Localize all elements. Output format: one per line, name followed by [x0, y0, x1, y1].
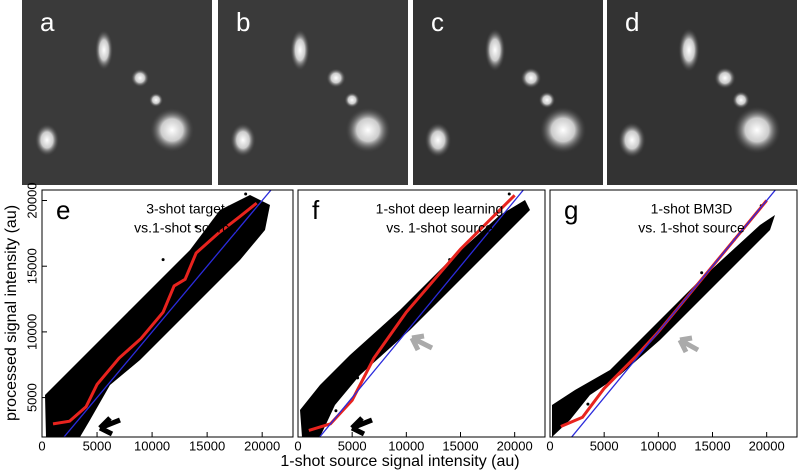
- plot-frame: [297, 189, 546, 438]
- x-tick-label: 0: [38, 438, 45, 453]
- point-cloud: [45, 195, 270, 437]
- arrow: [98, 416, 121, 437]
- plot: [308, 190, 525, 437]
- y-tick-label: 15000: [24, 248, 39, 284]
- image-panel: c: [413, 0, 603, 185]
- point: [700, 271, 704, 275]
- image-blob: [95, 30, 113, 70]
- x-tick-label: 0: [294, 438, 301, 453]
- image-blob: [520, 67, 542, 89]
- annotation: vs.1-shot source: [134, 220, 237, 236]
- image-blob: [149, 93, 163, 107]
- y-axis-label: processed signal intensity (au): [3, 205, 20, 421]
- image-panel: d: [607, 0, 797, 185]
- image-panel: a: [22, 0, 212, 185]
- point: [334, 409, 338, 413]
- panel-label: b: [236, 7, 250, 37]
- image-blob: [345, 107, 391, 153]
- image-blob: [424, 122, 452, 158]
- annotation: 1-shot BM3D: [651, 201, 733, 217]
- plot-frame: [41, 189, 294, 438]
- chart-label: e: [56, 195, 70, 225]
- image-background: [218, 0, 408, 185]
- x-tick-label: 5000: [338, 438, 367, 453]
- image-blob: [678, 28, 700, 72]
- point: [356, 376, 360, 380]
- image-blob: [35, 124, 59, 156]
- x-tick-label: 10000: [640, 438, 676, 453]
- plot: [560, 190, 777, 437]
- x-tick-label: 20000: [244, 438, 280, 453]
- x-tick-label: 10000: [388, 438, 424, 453]
- line: [570, 190, 777, 437]
- panel-label: c: [431, 7, 444, 37]
- plot: [52, 190, 272, 437]
- arrow: [677, 335, 700, 354]
- image-blob: [230, 123, 256, 157]
- image-blob: [131, 69, 149, 87]
- point: [312, 415, 316, 419]
- image-background: [22, 0, 212, 185]
- x-tick-label: 15000: [189, 438, 225, 453]
- image-panel: b: [218, 0, 408, 185]
- x-tick-label: 5000: [590, 438, 619, 453]
- image-blob: [150, 108, 194, 152]
- chart-label: g: [564, 195, 578, 225]
- y-tick-label: 20000: [24, 182, 39, 218]
- x-tick-label: 20000: [497, 438, 533, 453]
- point: [211, 244, 215, 248]
- point: [194, 225, 198, 229]
- x-axis-label: 1-shot source signal intensity (au): [280, 453, 519, 470]
- image-blob: [326, 68, 346, 88]
- panel-label: d: [625, 7, 639, 37]
- image-blob: [538, 91, 556, 109]
- image-blob: [618, 122, 646, 158]
- arrow: [409, 333, 434, 352]
- point: [564, 415, 568, 419]
- point: [73, 376, 77, 380]
- point: [57, 396, 61, 400]
- annotation: 3-shot target: [146, 201, 225, 217]
- arrow: [350, 416, 373, 437]
- line: [318, 190, 525, 437]
- annotation: vs. 1-shot source: [386, 220, 493, 236]
- point: [586, 402, 590, 406]
- line: [63, 190, 272, 437]
- point: [635, 350, 639, 354]
- point: [507, 192, 511, 196]
- x-tick-label: 20000: [749, 438, 785, 453]
- x-tick-label: 10000: [134, 438, 170, 453]
- point: [227, 205, 231, 209]
- chart-label: f: [312, 195, 320, 225]
- x-tick-label: 0: [546, 438, 553, 453]
- point: [255, 212, 259, 216]
- annotation: 1-shot deep learning: [376, 201, 504, 217]
- image-blob: [714, 67, 736, 89]
- point: [244, 192, 248, 196]
- x-tick-label: 15000: [442, 438, 478, 453]
- image-blob: [290, 29, 310, 71]
- image-blob: [539, 106, 587, 154]
- y-tick-label: 10000: [24, 314, 39, 350]
- panel-label: a: [40, 7, 55, 37]
- plot-frame: [549, 189, 798, 438]
- x-tick-label: 15000: [694, 438, 730, 453]
- point: [90, 354, 94, 358]
- point: [128, 310, 132, 314]
- point: [106, 343, 110, 347]
- y-tick-label: 5000: [24, 383, 39, 412]
- image-blob: [732, 91, 750, 109]
- image-blob: [484, 28, 506, 72]
- line: [52, 201, 258, 426]
- x-tick-label: 5000: [83, 438, 112, 453]
- image-blob: [733, 106, 781, 154]
- point: [145, 304, 149, 308]
- annotation: vs. 1-shot source: [638, 220, 745, 236]
- image-blob: [344, 92, 360, 108]
- point: [161, 258, 165, 262]
